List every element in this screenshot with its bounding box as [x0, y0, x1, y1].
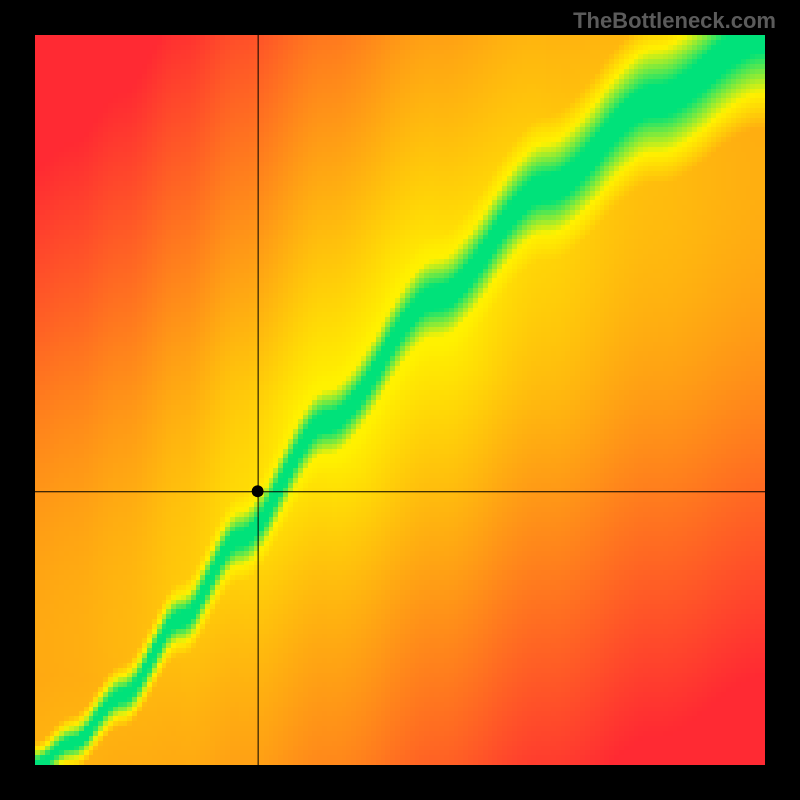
bottleneck-heatmap-canvas: [35, 35, 765, 765]
watermark-text: TheBottleneck.com: [573, 8, 776, 34]
chart-container: { "watermark": { "text": "TheBottleneck.…: [0, 0, 800, 800]
